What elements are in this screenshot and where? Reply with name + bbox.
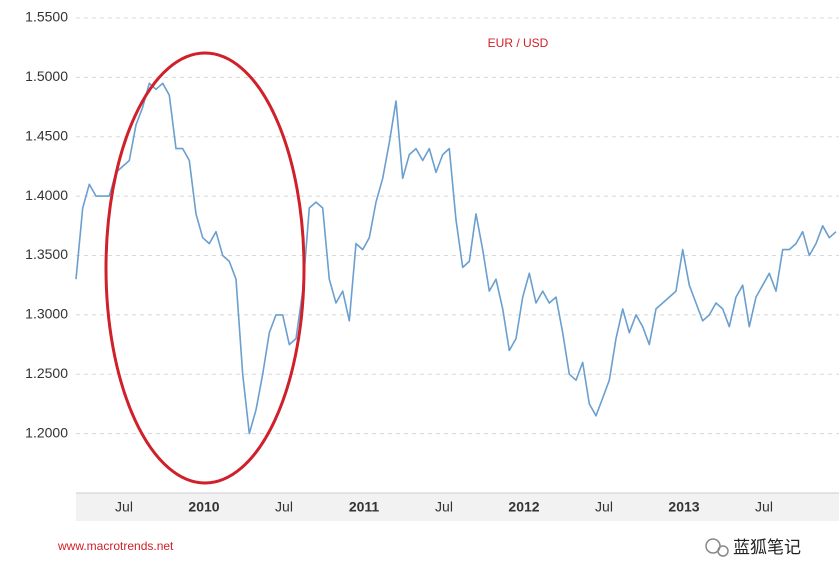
grid xyxy=(76,17,839,435)
watermark-icon xyxy=(705,538,729,557)
y-tick-label: 1.3500 xyxy=(25,246,68,262)
y-tick-label: 1.5500 xyxy=(25,9,68,25)
y-tick-label: 1.3000 xyxy=(25,306,68,322)
series-label: EUR / USD xyxy=(488,36,549,50)
y-tick-label: 1.5000 xyxy=(25,68,68,84)
x-tick-label: Jul xyxy=(755,499,773,515)
x-tick-label: Jul xyxy=(595,499,613,515)
y-tick-label: 1.2000 xyxy=(25,424,68,440)
x-tick-label: 2012 xyxy=(508,499,539,515)
highlight-ellipse xyxy=(104,51,306,485)
x-tick-label: Jul xyxy=(435,499,453,515)
series-line xyxy=(75,82,837,435)
source: www.macrotrends.net xyxy=(57,539,174,553)
x-tick-label: 2010 xyxy=(188,499,219,515)
x-axis-band xyxy=(76,493,839,521)
y-tick-label: 1.4500 xyxy=(25,127,68,143)
y-tick-label: 1.4000 xyxy=(25,187,68,203)
plot xyxy=(75,82,837,435)
y-tick-label: 1.2500 xyxy=(25,365,68,381)
x-tick-label: Jul xyxy=(115,499,133,515)
x-tick-label: 2011 xyxy=(349,499,380,515)
x-tick-label: Jul xyxy=(275,499,293,515)
watermark: 蓝狐笔记 xyxy=(733,538,801,558)
x-tick-label: 2013 xyxy=(668,499,699,515)
